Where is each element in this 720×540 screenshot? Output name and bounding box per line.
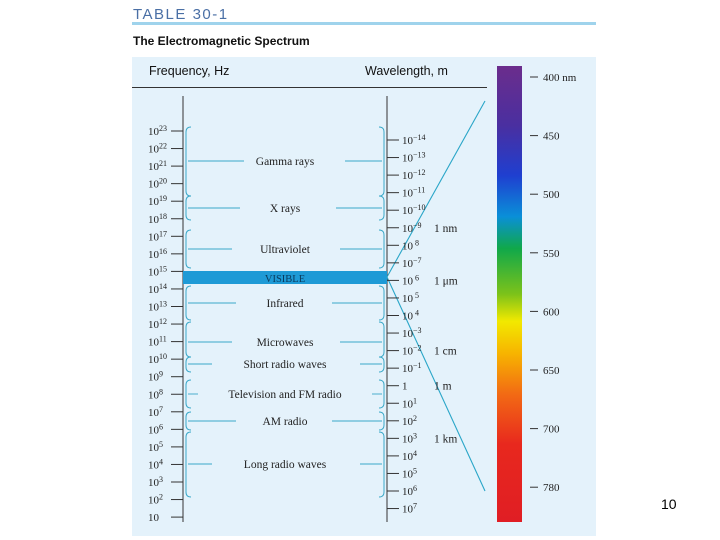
visible-color-bar (497, 66, 522, 522)
header-rule (132, 87, 487, 88)
wavelength-label: 101 (402, 396, 417, 410)
wavelength-label: 10−7 (402, 256, 422, 270)
frequency-label: 1023 (148, 124, 167, 138)
region-bracket-left (185, 229, 192, 269)
frequency-label: 106 (148, 422, 163, 436)
wavelength-label: 107 (402, 502, 417, 516)
length-marker: 1 m (434, 381, 452, 393)
region-bracket-right (378, 379, 385, 409)
visible-tick-label: 400 nm (543, 72, 577, 84)
length-marker: 1 cm (434, 346, 457, 358)
region-bracket-left (185, 321, 192, 358)
frequency-label: 1010 (148, 352, 167, 366)
region-bracket-left (185, 411, 192, 431)
region-bracket-right (378, 431, 385, 498)
frequency-label: 104 (148, 457, 163, 471)
visible-tick-label: 450 (543, 131, 560, 143)
frequency-label: 102 (148, 493, 163, 507)
region-bracket-left (185, 356, 192, 373)
wavelength-label: 10−1 (402, 361, 422, 375)
wavelength-label: 10−9 (402, 221, 422, 235)
wavelength-label: 10 8 (402, 238, 419, 252)
wavelength-label: 10−14 (402, 133, 426, 147)
frequency-label: 105 (148, 440, 163, 454)
region-bracket-right (378, 285, 385, 321)
region-bracket-right (378, 321, 385, 358)
frequency-label: 1019 (148, 194, 167, 208)
length-marker: 1 km (434, 433, 457, 445)
frequency-label: 1012 (148, 317, 167, 331)
title-rule (132, 22, 596, 25)
wavelength-label: 10−12 (402, 168, 426, 182)
frequency-label: 1015 (148, 264, 167, 278)
wavelength-label: 10 4 (402, 309, 419, 323)
wavelength-label: 105 (402, 466, 417, 480)
region-label: X rays (270, 203, 301, 215)
region-bracket-right (378, 126, 385, 197)
frequency-label: 1016 (148, 247, 167, 261)
region-bracket-left (185, 126, 192, 197)
length-marker: 1 nm (434, 223, 457, 235)
visible-connector-top (386, 100, 486, 278)
frequency-label: 108 (148, 387, 163, 401)
visible-tick-label: 650 (543, 365, 560, 377)
frequency-label: 1011 (148, 335, 167, 349)
wavelength-label: 106 (402, 484, 417, 498)
region-bracket-left (185, 431, 192, 498)
frequency-label: 1018 (148, 212, 167, 226)
table-title: TABLE 30-1 (133, 6, 229, 23)
visible-tick-label: 600 (543, 306, 560, 318)
region-label: Television and FM radio (228, 389, 341, 401)
length-marker: 1 μm (434, 275, 458, 287)
region-label: Infrared (266, 298, 303, 310)
region-label: Long radio waves (244, 459, 327, 471)
visible-connector-bottom (386, 276, 486, 492)
frequency-label: 1013 (148, 300, 167, 314)
visible-tick-label: 700 (543, 424, 560, 436)
region-label: Gamma rays (256, 156, 315, 168)
wavelength-label: 10−3 (402, 326, 422, 340)
table-subtitle: The Electromagnetic Spectrum (133, 34, 310, 48)
wavelength-label: 10−11 (402, 186, 425, 200)
frequency-label: 1021 (148, 159, 167, 173)
frequency-label: 1022 (148, 142, 167, 156)
frequency-label: 10 (148, 512, 160, 524)
region-label: Short radio waves (243, 359, 327, 371)
wavelength-label: 1 (402, 381, 408, 393)
visible-band (183, 271, 387, 284)
wavelength-label: 102 (402, 414, 417, 428)
frequency-label: 103 (148, 475, 163, 489)
wavelength-label: 10 6 (402, 273, 419, 287)
visible-region-label: VISIBLE (265, 274, 305, 285)
region-bracket-left (185, 285, 192, 321)
visible-tick-label: 550 (543, 248, 560, 260)
region-bracket-right (378, 356, 385, 373)
wavelength-label: 103 (402, 431, 417, 445)
page-number: 10 (661, 496, 677, 512)
region-bracket-left (185, 195, 192, 221)
region-bracket-right (378, 411, 385, 431)
visible-tick-label: 500 (543, 189, 560, 201)
wavelength-label: 10−13 (402, 151, 426, 165)
region-label: Microwaves (257, 337, 314, 349)
region-bracket-left (185, 379, 192, 409)
wavelength-label: 10−10 (402, 203, 426, 217)
region-bracket-right (378, 195, 385, 221)
static-layer (182, 66, 522, 522)
frequency-label: 107 (148, 405, 163, 419)
region-label: AM radio (262, 416, 307, 428)
frequency-label: 109 (148, 370, 163, 384)
wavelength-label: 10 5 (402, 291, 419, 305)
frequency-label: 1017 (148, 229, 167, 243)
region-label: Ultraviolet (260, 244, 311, 256)
region-bracket-right (378, 229, 385, 269)
frequency-header: Frequency, Hz (149, 64, 230, 78)
wavelength-label: 104 (402, 449, 417, 463)
frequency-label: 1020 (148, 177, 167, 191)
wavelength-header: Wavelength, m (365, 64, 448, 78)
frequency-label: 1014 (148, 282, 167, 296)
wavelength-label: 10−2 (402, 344, 422, 358)
visible-tick-label: 780 (543, 482, 560, 494)
